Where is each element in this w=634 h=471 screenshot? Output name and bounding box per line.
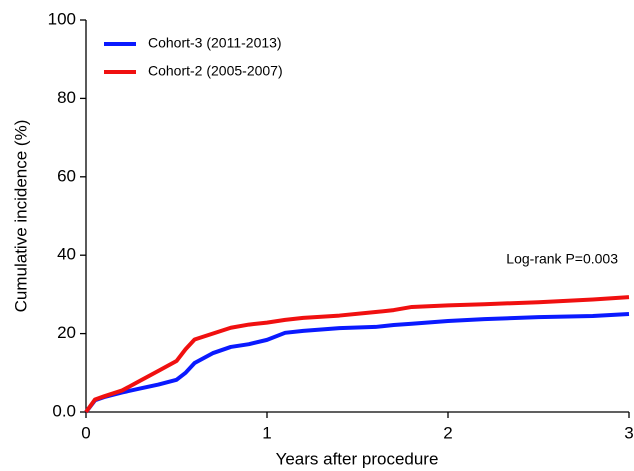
y-tick-label: 20: [57, 323, 76, 342]
y-tick-label: 60: [57, 166, 76, 185]
annotation: Log-rank P=0.003: [506, 251, 618, 267]
x-tick-label: 2: [443, 423, 452, 442]
x-tick-label: 0: [81, 423, 90, 442]
x-axis-label: Years after procedure: [276, 449, 439, 468]
y-tick-label: 40: [57, 245, 76, 264]
y-axis-label: Cumulative incidence (%): [11, 120, 30, 313]
x-tick-label: 1: [262, 423, 271, 442]
axes: [85, 20, 629, 413]
series-line: [84, 295, 630, 414]
series-line: [84, 312, 630, 414]
legend-label: Cohort-3 (2011-2013): [148, 35, 282, 51]
x-tick-label: 3: [624, 423, 633, 442]
y-tick-label: 80: [57, 88, 76, 107]
y-tick-label: 0.0: [52, 401, 76, 420]
legend-label: Cohort-2 (2005-2007): [148, 63, 283, 79]
y-tick-label: 100: [48, 9, 76, 28]
